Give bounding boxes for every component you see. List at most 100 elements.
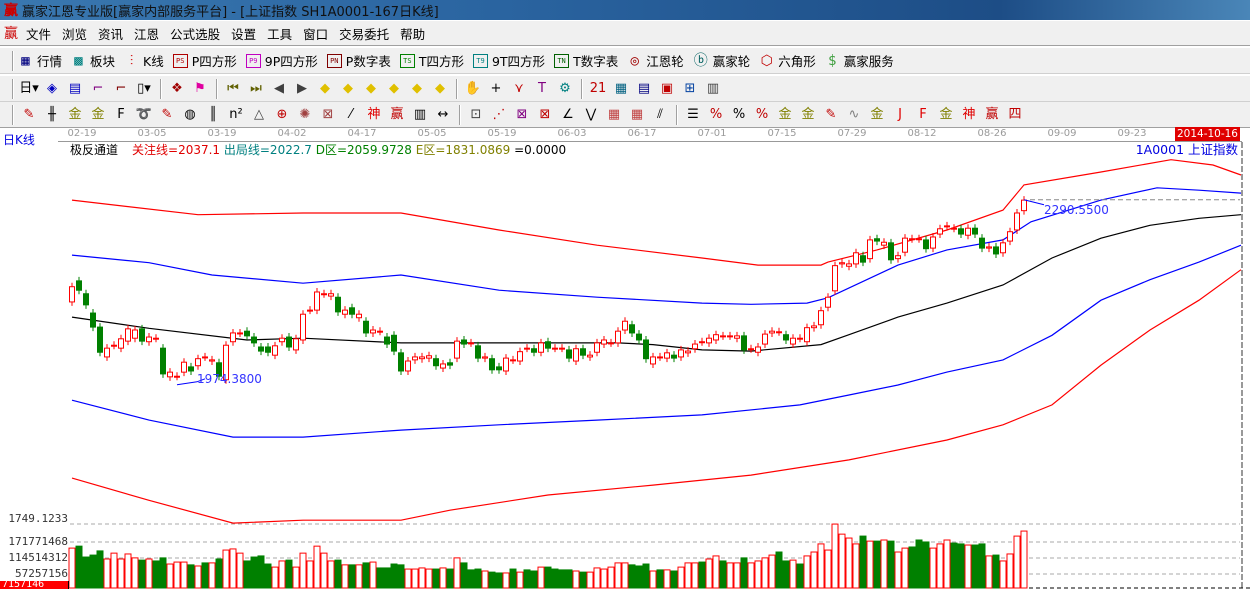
spiral-icon[interactable]: ➰	[135, 106, 153, 122]
circle-cycle-icon[interactable]: ◍	[184, 106, 196, 122]
toolbar-button-p9[interactable]: P9 9P四方形	[245, 51, 318, 70]
box-icon[interactable]: ⊡	[470, 106, 482, 122]
first-icon[interactable]: ⏮	[227, 80, 239, 96]
menu-item[interactable]: 江恩	[134, 26, 160, 42]
scroll-left-icon[interactable]: ◆	[320, 80, 330, 96]
zigzag-icon[interactable]: ⋁	[585, 106, 597, 122]
ying-icon[interactable]: 赢	[390, 106, 404, 122]
toolbar-button-kline[interactable]: ⫶ K线	[124, 51, 164, 70]
next-icon[interactable]: ▶	[297, 80, 307, 96]
gold-circle-icon[interactable]: 金	[778, 106, 792, 122]
menu-item[interactable]: 交易委托	[339, 26, 390, 42]
vertical-lines-icon[interactable]: ║	[209, 106, 217, 122]
ruler-icon[interactable]: ▥	[413, 106, 427, 122]
grid-icon[interactable]: ▦	[607, 106, 621, 122]
square-web-icon[interactable]: ⊠	[322, 106, 334, 122]
gear-grid-icon[interactable]: ⚙	[559, 80, 571, 96]
gold-lines2-icon[interactable]: 金	[91, 106, 105, 122]
gold-lines3-icon[interactable]: 金	[801, 106, 815, 122]
shen-fan-icon[interactable]: 神	[962, 106, 976, 122]
pen-lines-icon[interactable]: ✎	[825, 106, 837, 122]
toolbar-grip[interactable]	[12, 50, 14, 71]
slash-icon[interactable]: ⁄	[349, 106, 353, 122]
expand-icon[interactable]: ◆	[412, 80, 422, 96]
toolbar-button-quote-table[interactable]: ▦ 行情	[18, 51, 62, 70]
notes-icon[interactable]: ▤	[68, 80, 82, 96]
calendar-icon[interactable]: 21	[589, 80, 607, 96]
save-disk-icon[interactable]: ▣	[660, 80, 674, 96]
measure-icon[interactable]: ↔	[437, 106, 449, 122]
table-lines-icon[interactable]: ☰	[687, 106, 699, 122]
fibonacci-icon[interactable]: F	[117, 106, 125, 122]
gann-fan-icon[interactable]: ⊠	[539, 106, 551, 122]
pattern-icon[interactable]: ❖	[171, 80, 183, 96]
angle-icon[interactable]: ∠	[562, 106, 574, 122]
menu-item[interactable]: 工具	[267, 26, 293, 42]
line-tool-icon[interactable]: ⋎	[514, 80, 524, 96]
n2-icon[interactable]: n²	[229, 106, 243, 122]
gann-box-icon[interactable]: ⊠	[516, 106, 528, 122]
j-fan-icon[interactable]: J	[898, 106, 902, 122]
hand-icon[interactable]: ✋	[464, 80, 482, 96]
gold-lines-icon[interactable]: 金	[68, 106, 82, 122]
menu-item[interactable]: 公式选股	[170, 26, 221, 42]
toolbar-button-ts[interactable]: TS T四方形	[399, 51, 464, 70]
tp-icon[interactable]: T	[538, 80, 546, 96]
period-label[interactable]: 日K线	[3, 133, 35, 147]
wave9-icon[interactable]: ⌐	[115, 80, 127, 96]
zoom-v-icon[interactable]: ◆	[435, 80, 445, 96]
wave3-icon[interactable]: ⌐	[92, 80, 104, 96]
marker-icon[interactable]: ✎	[161, 106, 173, 122]
channel-icon[interactable]: ⫽	[657, 106, 663, 122]
f-fan-icon[interactable]: F	[919, 106, 927, 122]
menu-item[interactable]: 帮助	[400, 26, 426, 42]
shrink-icon[interactable]: ◆	[389, 80, 399, 96]
sine-icon[interactable]: ∿	[848, 106, 860, 122]
toolbar-button-big-wheel[interactable]: ⓑ 赢家轮	[693, 51, 751, 70]
scroll-right-icon[interactable]: ◆	[343, 80, 353, 96]
percent-lines-icon[interactable]: %	[755, 106, 769, 122]
toolbar-grip[interactable]	[12, 78, 14, 99]
menu-item[interactable]: 浏览	[62, 26, 88, 42]
menu-item[interactable]: 资讯	[98, 26, 124, 42]
percent-line-icon[interactable]: %	[709, 106, 723, 122]
toolbar-button-pn[interactable]: PN P数字表	[326, 51, 391, 70]
menu-logo-icon[interactable]: 赢	[4, 26, 18, 42]
toolbar-button-tn[interactable]: TN T数字表	[554, 51, 618, 70]
candle-type-icon[interactable]: ▯▾	[137, 80, 151, 96]
calculator-icon[interactable]: ▦	[614, 80, 628, 96]
shen-icon[interactable]: 神	[367, 106, 381, 122]
toolbar-button-sector-blocks[interactable]: ▩ 板块	[71, 51, 115, 70]
map-icon[interactable]: ◈	[47, 80, 57, 96]
toolbar-button-dollar[interactable]: $ 赢家服务	[825, 51, 894, 70]
network-icon[interactable]: ⊞	[684, 80, 696, 96]
triangle-icon[interactable]: △	[254, 106, 264, 122]
period-day-icon[interactable]: 日▾	[19, 80, 39, 96]
si-fan-icon[interactable]: 四	[1008, 106, 1022, 122]
computer-icon[interactable]: ▥	[706, 80, 720, 96]
toolbar-button-t9[interactable]: T9 9T四方形	[472, 51, 545, 70]
target-icon[interactable]: ⊕	[276, 106, 288, 122]
web-icon[interactable]: ✺	[299, 106, 311, 122]
menu-item[interactable]: 文件	[26, 26, 52, 42]
pen-icon[interactable]: ✎	[23, 106, 35, 122]
parallel-lines-icon[interactable]: ╫	[48, 106, 56, 122]
gold-fan-icon[interactable]: 金	[870, 106, 884, 122]
kline-chart[interactable]: 1974.3800 2290.5500	[0, 142, 1250, 589]
menu-item[interactable]: 设置	[231, 26, 257, 42]
fan-icon[interactable]: ⋰	[492, 106, 506, 122]
notepad-icon[interactable]: ▤	[637, 80, 651, 96]
grid2-icon[interactable]: ▦	[630, 106, 644, 122]
last-icon[interactable]: ⏭	[250, 80, 262, 96]
gold-fan2-icon[interactable]: 金	[939, 106, 953, 122]
prev-icon[interactable]: ◀	[274, 80, 284, 96]
ying-fan-icon[interactable]: 赢	[985, 106, 999, 122]
toolbar-button-hexagon[interactable]: ⬡ 六角形	[759, 51, 816, 70]
toolbar-button-ps[interactable]: PS P四方形	[172, 51, 237, 70]
flag-icon[interactable]: ⚑	[194, 80, 206, 96]
menu-item[interactable]: 窗口	[303, 26, 329, 42]
zoom-h-icon[interactable]: ◆	[366, 80, 376, 96]
toolbar-grip[interactable]	[12, 104, 14, 125]
percent-icon[interactable]: %	[732, 106, 746, 122]
toolbar-button-gann-wheel[interactable]: ◎ 江恩轮	[627, 51, 683, 70]
